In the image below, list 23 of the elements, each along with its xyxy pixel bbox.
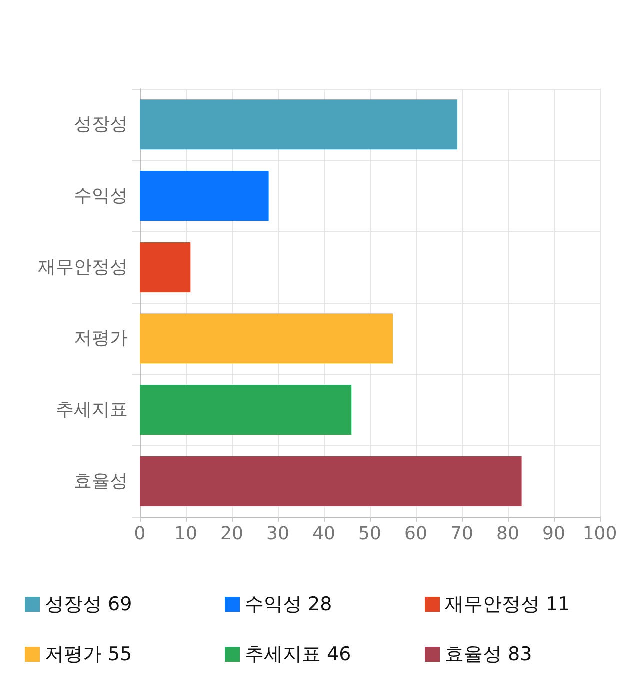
legend-label: 효율성 83	[445, 644, 532, 666]
y-tick-label: 저평가	[74, 328, 128, 350]
x-tick-label: 70	[450, 524, 474, 544]
x-tick-label: 20	[220, 524, 244, 544]
y-tick-label: 효율성	[74, 470, 128, 492]
legend-label: 수익성 28	[245, 594, 332, 616]
y-tick-label: 성장성	[74, 114, 128, 136]
x-tick-label: 10	[174, 524, 198, 544]
x-tick-label: 100	[582, 524, 618, 544]
legend-label: 저평가 55	[45, 644, 132, 666]
x-tick-label: 40	[312, 524, 336, 544]
x-tick-label: 50	[358, 524, 382, 544]
legend-label: 재무안정성 11	[445, 594, 570, 616]
x-tick-label: 90	[542, 524, 566, 544]
x-tick-label: 0	[134, 524, 146, 544]
x-tick-label: 80	[496, 524, 520, 544]
y-tick-label: 재무안정성	[38, 256, 128, 278]
legend-label: 추세지표 46	[245, 644, 352, 666]
x-tick-label: 30	[266, 524, 290, 544]
legend-label: 성장성 69	[45, 594, 132, 616]
x-tick-label: 60	[404, 524, 428, 544]
y-tick-label: 수익성	[74, 186, 128, 206]
y-tick-label: 추세지표	[56, 400, 128, 420]
